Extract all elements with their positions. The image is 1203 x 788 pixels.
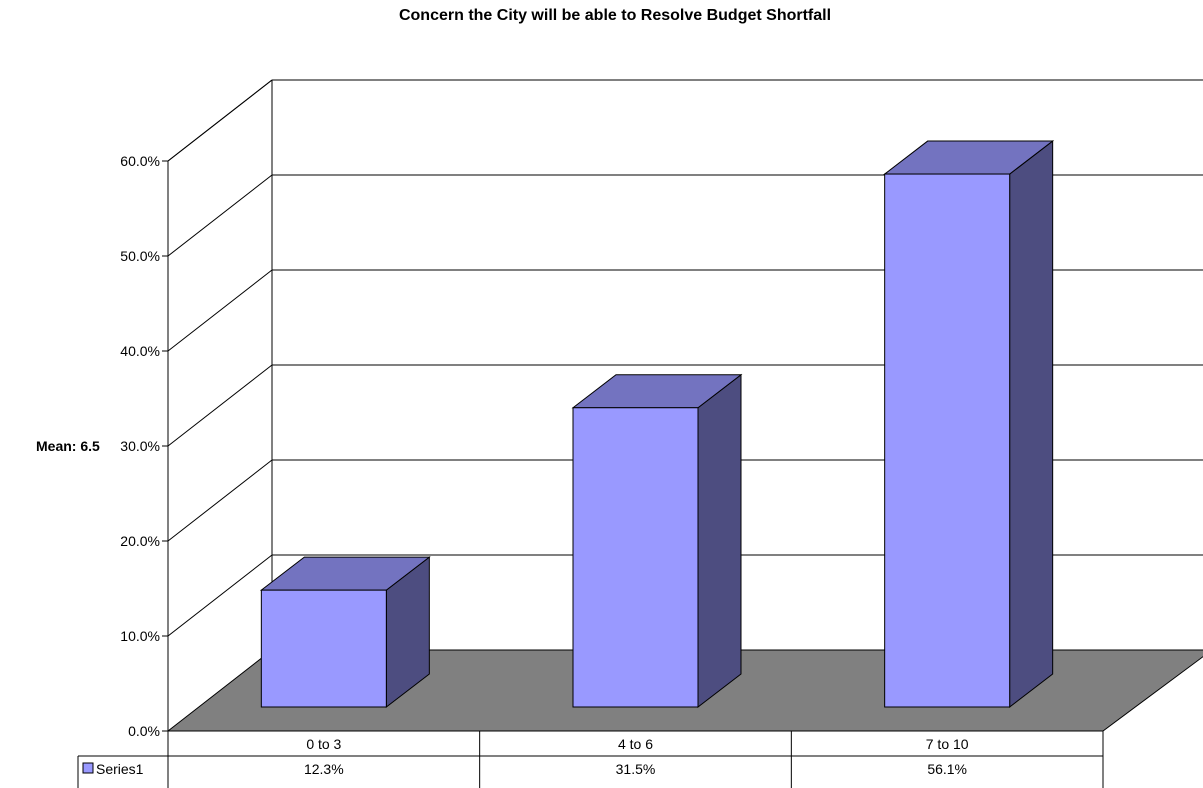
legend-swatch — [82, 762, 94, 774]
bar-side — [1009, 140, 1054, 709]
bar-7-to-10 — [883, 140, 1055, 709]
y-tick-label: 30.0% — [120, 438, 160, 454]
category-label: 4 to 6 — [618, 736, 653, 752]
y-tick-label: 50.0% — [120, 248, 160, 264]
bar-0-to-3 — [259, 556, 431, 709]
gridline-diagonal — [167, 174, 273, 257]
bar-4-to-6 — [571, 373, 743, 709]
legend-label: Series1 — [96, 761, 144, 777]
bar-front — [884, 173, 1011, 708]
data-label: 12.3% — [304, 761, 344, 777]
gridline-diagonal — [167, 364, 273, 447]
gridline-diagonal — [167, 269, 273, 352]
y-tick-label: 0.0% — [128, 723, 160, 739]
data-label: 31.5% — [616, 761, 656, 777]
y-tick-label: 10.0% — [120, 628, 160, 644]
data-table: 0 to 3 12.3% 4 to 6 31.5% 7 to 10 56.1% Series… — [77, 730, 1104, 788]
y-tick-label: 40.0% — [120, 343, 160, 359]
y-axis-label: Mean: 6.5 — [36, 438, 100, 454]
chart-title: Concern the City will be able to Resolve… — [398, 7, 832, 24]
data-label: 56.1% — [927, 761, 967, 777]
y-tick-label: 20.0% — [120, 533, 160, 549]
category-label: 7 to 10 — [926, 736, 969, 752]
y-axis-ticks: 0.0% 10.0% 20.0% 30.0% 40.0% 50.0% 60.0% — [120, 153, 168, 739]
gridline-diagonal — [167, 554, 273, 637]
bars — [259, 140, 1055, 709]
bar-side — [697, 373, 742, 709]
gridline-diagonal — [167, 459, 273, 542]
bar-front — [260, 589, 387, 708]
y-tick-label: 60.0% — [120, 153, 160, 169]
gridline-diagonal — [167, 79, 273, 162]
category-label: 0 to 3 — [306, 736, 341, 752]
bar-front — [572, 407, 699, 708]
